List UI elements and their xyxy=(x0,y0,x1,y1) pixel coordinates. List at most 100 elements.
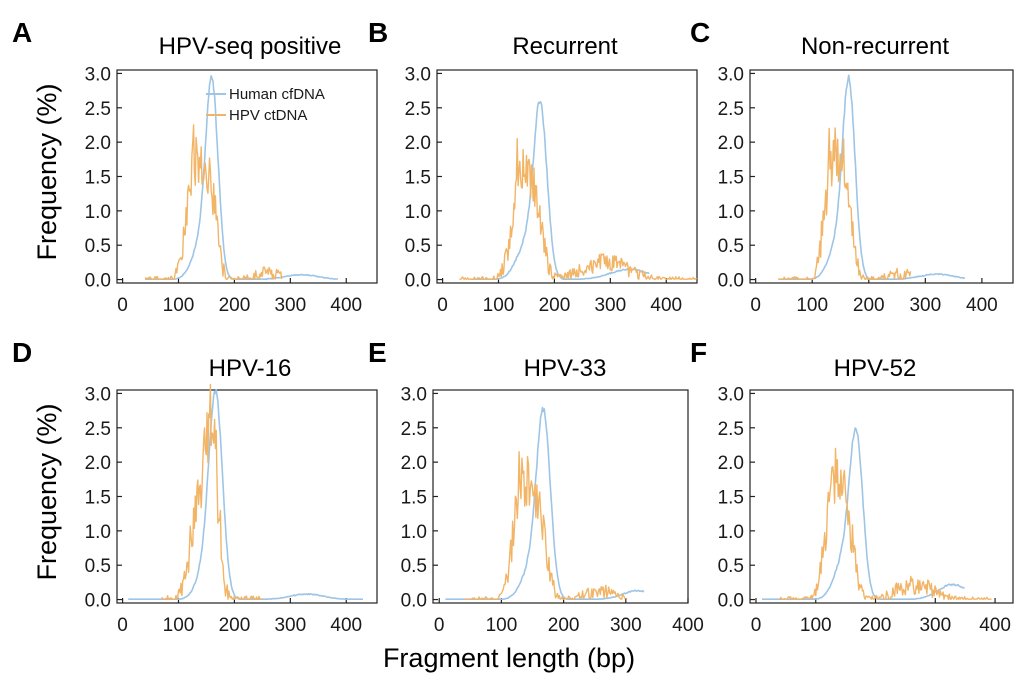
x-axis-label: Fragment length (bp) xyxy=(383,643,635,673)
x-tick-label: 300 xyxy=(610,615,642,636)
y-tick-label: 2.5 xyxy=(718,419,744,440)
series-hpv-ctdna xyxy=(778,127,912,280)
y-tick-label: 0.5 xyxy=(718,556,744,577)
y-tick-label: 3.0 xyxy=(401,384,427,405)
panel-letter: B xyxy=(368,17,388,48)
y-tick-label: 1.0 xyxy=(718,522,744,543)
x-tick-label: 200 xyxy=(853,295,885,316)
y-tick-label: 1.0 xyxy=(718,202,744,223)
x-tick-label: 100 xyxy=(796,295,828,316)
x-tick-label: 100 xyxy=(483,295,515,316)
y-tick-label: 1.0 xyxy=(85,522,111,543)
x-tick-label: 200 xyxy=(860,615,892,636)
y-tick-label: 2.5 xyxy=(401,419,427,440)
y-tick-label: 3.0 xyxy=(405,64,431,85)
x-tick-label: 200 xyxy=(219,295,251,316)
x-tick-label: 0 xyxy=(437,295,448,316)
x-tick-label: 400 xyxy=(979,615,1011,636)
x-tick-label: 0 xyxy=(117,295,128,316)
y-tick-label: 1.5 xyxy=(401,488,427,509)
x-tick-label: 200 xyxy=(548,615,580,636)
x-tick-label: 300 xyxy=(274,295,306,316)
y-tick-label: 0.0 xyxy=(405,271,431,292)
series-human-cfdna xyxy=(445,406,645,600)
panel-title: HPV-33 xyxy=(524,355,607,382)
series-hpv-ctdna xyxy=(459,138,698,280)
series-human-cfdna xyxy=(470,101,650,280)
y-tick-label: 3.0 xyxy=(718,384,744,405)
y-tick-label: 0.5 xyxy=(85,236,111,257)
y-tick-label: 0.0 xyxy=(718,591,744,612)
x-tick-label: 0 xyxy=(750,295,761,316)
y-tick-label: 2.0 xyxy=(85,133,111,154)
panel-a: A HPV-seq positive 0.0 0.5 1.0 1.5 2.0 2.5 3.0 0 1… xyxy=(12,17,378,316)
panel-e: E HPV-33 0.0 0.5 1.0 1.5 2.0 2.5 3.0 0 100 200 300 40… xyxy=(368,337,704,636)
plot-frame xyxy=(749,69,1014,284)
panel-title: Recurrent xyxy=(512,33,618,60)
legend-human-label: Human cfDNA xyxy=(229,86,325,103)
y-tick-label: 3.0 xyxy=(85,384,111,405)
y-tick-label: 0.5 xyxy=(405,236,431,257)
y-tick-label: 2.5 xyxy=(405,99,431,120)
panel-letter: C xyxy=(690,17,710,48)
y-tick-label: 2.0 xyxy=(718,453,744,474)
y-tick-label: 0.5 xyxy=(718,236,744,257)
panel-letter: A xyxy=(12,17,32,48)
y-tick-label: 2.0 xyxy=(718,133,744,154)
series-human-cfdna xyxy=(778,74,966,280)
series-hpv-ctdna xyxy=(779,447,992,600)
y-tick-label: 2.5 xyxy=(85,99,111,120)
series-hpv-ctdna xyxy=(144,124,283,280)
x-tick-label: 400 xyxy=(650,295,682,316)
legend: Human cfDNA HPV ctDNA xyxy=(206,86,325,124)
y-axis-label-2: Frequency (%) xyxy=(32,403,62,580)
x-tick-label: 200 xyxy=(539,295,571,316)
y-tick-label: 1.0 xyxy=(401,522,427,543)
y-tick-label: 1.5 xyxy=(405,168,431,189)
panel-b: B Recurrent 0.0 0.5 1.0 1.5 2.0 2.5 3.0 0 100 200 30… xyxy=(368,17,698,316)
x-tick-label: 100 xyxy=(486,615,518,636)
x-tick-label: 200 xyxy=(219,615,251,636)
x-tick-label: 100 xyxy=(163,615,195,636)
y-tick-label: 0.0 xyxy=(85,591,111,612)
y-tick-label: 2.0 xyxy=(85,453,111,474)
series-hpv-ctdna xyxy=(161,383,263,600)
plot-frame xyxy=(432,389,689,604)
panel-letter: E xyxy=(368,337,387,368)
panel-d: D HPV-16 0.0 0.5 1.0 1.5 2.0 2.5 3.0 0 100 200 300 40… xyxy=(12,337,378,636)
y-tick-label: 1.5 xyxy=(718,488,744,509)
y-tick-label: 2.5 xyxy=(85,419,111,440)
x-tick-label: 0 xyxy=(434,615,445,636)
x-tick-label: 300 xyxy=(274,615,306,636)
panel-c: C Non-recurrent 0.0 0.5 1.0 1.5 2.0 2.5 3.0 0 100 2… xyxy=(690,17,1014,316)
panels: A HPV-seq positive 0.0 0.5 1.0 1.5 2.0 2.5 3.0 0 1… xyxy=(12,17,1014,636)
y-tick-label: 2.0 xyxy=(405,133,431,154)
y-tick-label: 0.0 xyxy=(718,271,744,292)
x-tick-label: 400 xyxy=(330,295,362,316)
x-tick-label: 0 xyxy=(117,615,128,636)
panel-title: HPV-52 xyxy=(834,355,917,382)
x-tick-label: 300 xyxy=(919,615,951,636)
y-tick-label: 0.5 xyxy=(85,556,111,577)
panel-title: HPV-16 xyxy=(209,355,292,382)
y-tick-label: 1.0 xyxy=(85,202,111,223)
x-tick-label: 300 xyxy=(594,295,626,316)
y-tick-label: 3.0 xyxy=(85,64,111,85)
y-tick-label: 1.5 xyxy=(85,168,111,189)
y-tick-label: 3.0 xyxy=(718,64,744,85)
panel-title: Non-recurrent xyxy=(801,33,949,60)
y-tick-label: 1.5 xyxy=(85,488,111,509)
y-tick-label: 0.5 xyxy=(401,556,427,577)
plot-frame xyxy=(116,389,378,604)
x-tick-label: 400 xyxy=(966,295,998,316)
plot-frame xyxy=(749,389,1014,604)
y-tick-label: 0.0 xyxy=(401,591,427,612)
y-tick-label: 2.0 xyxy=(401,453,427,474)
panel-title: HPV-seq positive xyxy=(159,33,342,60)
y-axis-label: Frequency (%) xyxy=(32,83,62,260)
x-tick-label: 300 xyxy=(909,295,941,316)
y-tick-label: 0.0 xyxy=(85,271,111,292)
x-tick-label: 100 xyxy=(800,615,832,636)
series-human-cfdna xyxy=(128,389,363,600)
